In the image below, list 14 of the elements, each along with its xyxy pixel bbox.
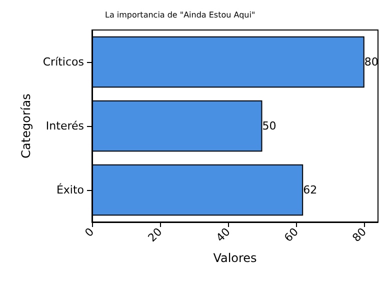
x-tick-label: 80 [350, 225, 369, 244]
x-axis-title: Valores [213, 251, 257, 265]
y-tick-label: Críticos [42, 56, 84, 68]
y-axis-title: Categorías [18, 94, 33, 158]
x-tick-label: 20 [146, 225, 165, 244]
data-label: 50 [262, 120, 276, 132]
x-tick-label: 60 [282, 225, 301, 244]
data-label: 62 [303, 184, 318, 196]
y-tick-label: Interés [46, 120, 84, 132]
y-tick-label: Éxito [56, 182, 84, 196]
x-tick-label: 0 [82, 225, 97, 240]
x-tick-label: 40 [214, 225, 233, 244]
chart-title: La importancia de "Ainda Estou Aqui" [105, 10, 256, 20]
data-label: 80 [364, 56, 378, 68]
